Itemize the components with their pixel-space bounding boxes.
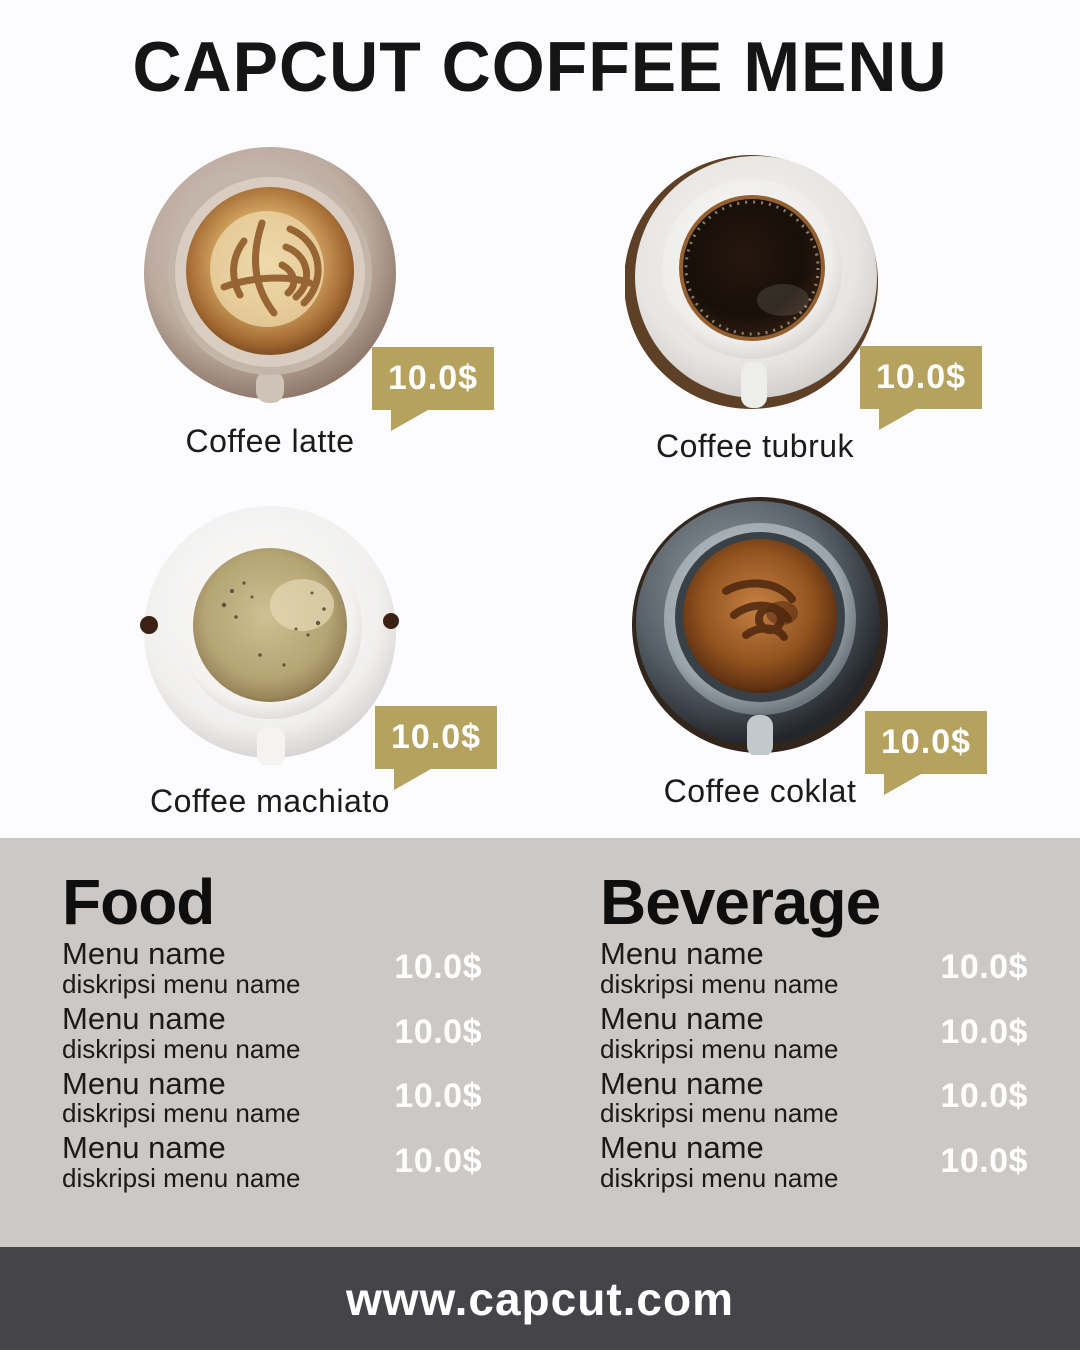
menu-item-row: Menu name diskripsi menu name 10.0$	[62, 1130, 482, 1194]
price-text: 10.0$	[387, 359, 479, 397]
price-tag-coklat: 10.0$	[865, 711, 987, 774]
menu-item-row: Menu name diskripsi menu name 10.0$	[600, 1000, 1028, 1064]
coffee-name-label: Coffee latte	[185, 423, 355, 459]
menu-item-name: Menu name	[62, 1065, 226, 1101]
coffee-tubruk-image	[625, 155, 878, 409]
price-tag-latte: 10.0$	[372, 347, 494, 410]
menu-item-row: Menu name diskripsi menu name 10.0$	[600, 1065, 1028, 1129]
coffee-card-machiato: Coffee machiato	[140, 505, 400, 825]
coffee-card-tubruk: Coffee tubruk	[625, 150, 885, 470]
coffee-latte-image	[144, 147, 396, 403]
coffee-name-label: Coffee machiato	[150, 783, 390, 819]
coffee-machiato-image	[140, 506, 399, 765]
menu-item-price: 10.0$	[940, 1077, 1028, 1116]
menu-item-name: Menu name	[600, 1130, 764, 1166]
menu-item-row: Menu name diskripsi menu name 10.0$	[600, 1130, 1028, 1194]
menu-item-name: Menu name	[62, 1000, 226, 1036]
menu-item-description: diskripsi menu name	[62, 1098, 301, 1129]
menu-item-description: diskripsi menu name	[600, 968, 839, 999]
website-url: www.capcut.com	[345, 1272, 735, 1325]
menu-item-description: diskripsi menu name	[62, 968, 301, 999]
menu-item-price: 10.0$	[394, 1077, 482, 1116]
food-heading: Food	[62, 866, 215, 938]
beverage-section: Beverage Menu name diskripsi menu name 1…	[600, 866, 1028, 1197]
menu-item-row: Menu name diskripsi menu name 10.0$	[600, 935, 1028, 999]
coffee-name-label: Coffee coklat	[663, 773, 857, 809]
footer-bar: www.capcut.com	[0, 1247, 1080, 1350]
menu-item-name: Menu name	[600, 935, 764, 971]
menu-item-row: Menu name diskripsi menu name 10.0$	[62, 935, 482, 999]
menu-item-description: diskripsi menu name	[600, 1033, 839, 1064]
menu-item-name: Menu name	[62, 1130, 226, 1166]
menu-item-description: diskripsi menu name	[62, 1033, 301, 1064]
beverage-heading: Beverage	[600, 866, 881, 938]
menu-item-price: 10.0$	[394, 1142, 482, 1181]
price-text: 10.0$	[875, 358, 967, 396]
menu-item-description: diskripsi menu name	[600, 1163, 839, 1194]
food-section: Food Menu name diskripsi menu name 10.0$…	[62, 866, 482, 1197]
page-title: CAPCUT COFFEE MENU	[132, 27, 948, 107]
menu-item-price: 10.0$	[940, 1012, 1028, 1051]
menu-item-price: 10.0$	[394, 947, 482, 986]
menu-item-price: 10.0$	[940, 1142, 1028, 1181]
coffee-coklat-image	[632, 497, 888, 755]
menu-item-name: Menu name	[600, 1065, 764, 1101]
menu-item-description: diskripsi menu name	[62, 1163, 301, 1194]
coffee-card-coklat: Coffee coklat	[630, 495, 890, 815]
price-tag-tubruk: 10.0$	[860, 346, 982, 409]
menu-item-price: 10.0$	[940, 947, 1028, 986]
price-text: 10.0$	[880, 723, 972, 761]
menu-item-row: Menu name diskripsi menu name 10.0$	[62, 1000, 482, 1064]
menu-section-background	[0, 838, 1080, 1247]
menu-item-name: Menu name	[600, 1000, 764, 1036]
menu-item-row: Menu name diskripsi menu name 10.0$	[62, 1065, 482, 1129]
menu-item-price: 10.0$	[394, 1012, 482, 1051]
price-text: 10.0$	[390, 718, 482, 756]
menu-item-name: Menu name	[62, 935, 226, 971]
coffee-name-label: Coffee tubruk	[655, 428, 855, 464]
menu-item-description: diskripsi menu name	[600, 1098, 839, 1129]
price-tag-machiato: 10.0$	[375, 706, 497, 769]
coffee-card-latte: Coffee latte	[140, 145, 400, 465]
